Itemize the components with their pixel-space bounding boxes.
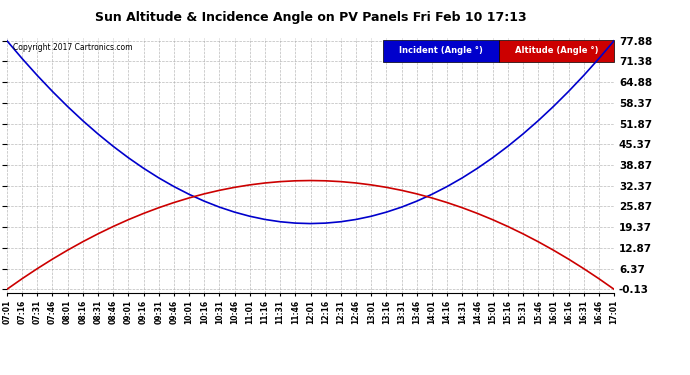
Text: Copyright 2017 Cartronics.com: Copyright 2017 Cartronics.com (13, 43, 132, 52)
FancyBboxPatch shape (499, 40, 614, 62)
FancyBboxPatch shape (384, 40, 499, 62)
Text: Sun Altitude & Incidence Angle on PV Panels Fri Feb 10 17:13: Sun Altitude & Incidence Angle on PV Pan… (95, 11, 526, 24)
Text: Incident (Angle °): Incident (Angle °) (399, 46, 483, 55)
Text: Altitude (Angle °): Altitude (Angle °) (515, 46, 598, 55)
